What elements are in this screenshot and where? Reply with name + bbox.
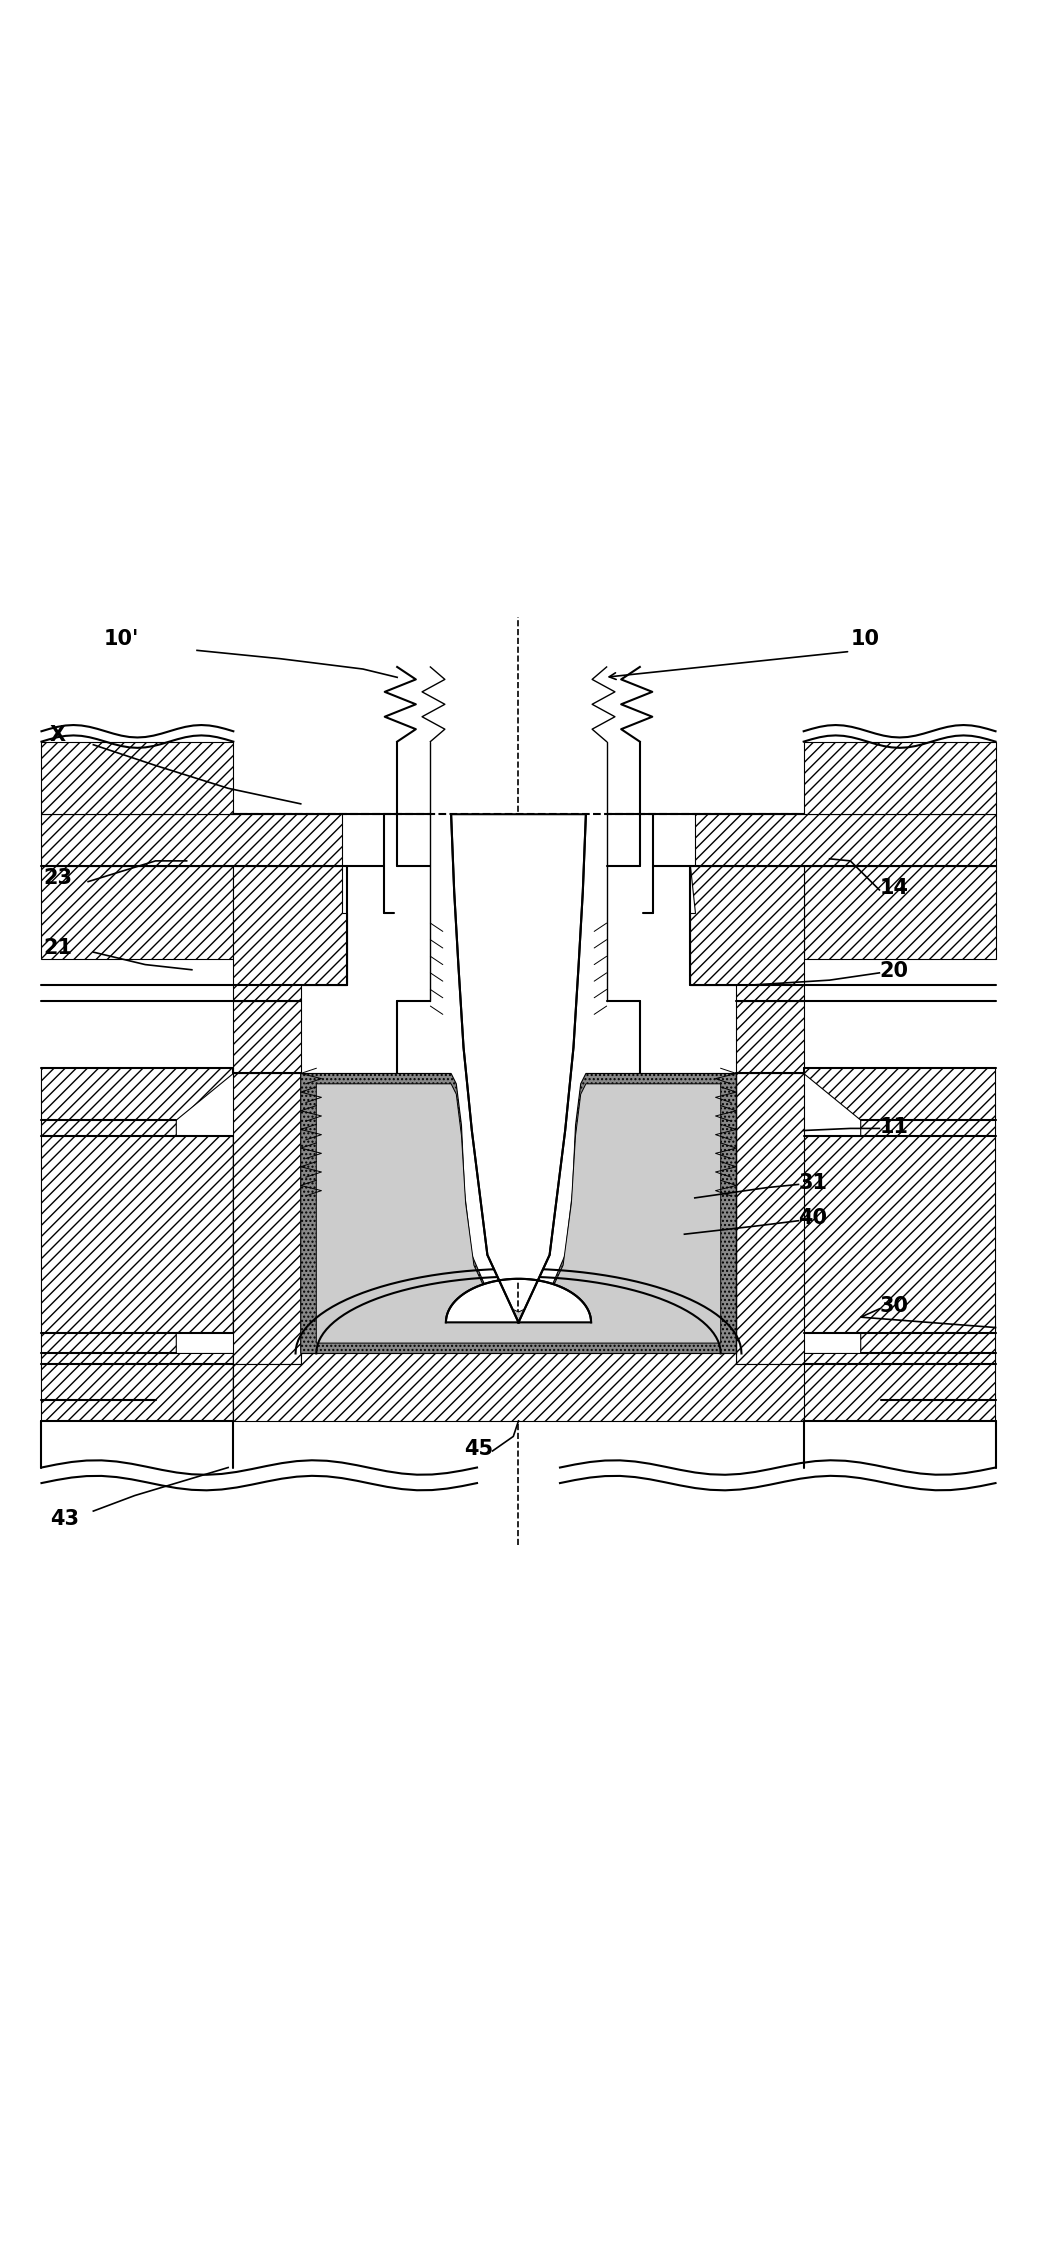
Polygon shape (736, 1002, 804, 1074)
Polygon shape (41, 742, 233, 814)
Polygon shape (301, 1074, 736, 1354)
Polygon shape (41, 866, 233, 959)
Polygon shape (316, 1083, 721, 1343)
Text: 30: 30 (879, 1296, 908, 1316)
Polygon shape (804, 1067, 996, 1420)
Text: 10': 10' (104, 629, 139, 649)
Polygon shape (41, 814, 342, 866)
Text: 43: 43 (50, 1508, 79, 1528)
Text: X: X (50, 724, 66, 744)
Polygon shape (233, 1074, 301, 1363)
Text: 11: 11 (879, 1117, 908, 1137)
Polygon shape (690, 866, 804, 1002)
Text: 31: 31 (798, 1173, 828, 1192)
Polygon shape (804, 866, 996, 959)
Text: 21: 21 (44, 938, 73, 959)
Polygon shape (736, 1074, 804, 1363)
Polygon shape (233, 1002, 301, 1074)
Text: 20: 20 (879, 961, 908, 981)
Polygon shape (804, 742, 996, 814)
Text: 10: 10 (850, 629, 879, 649)
Polygon shape (446, 814, 591, 1323)
Polygon shape (695, 814, 996, 866)
Text: 14: 14 (879, 877, 908, 898)
Text: 40: 40 (798, 1207, 828, 1228)
Polygon shape (233, 1354, 804, 1420)
Text: 23: 23 (44, 868, 73, 889)
Polygon shape (41, 1067, 233, 1420)
Text: 45: 45 (465, 1438, 494, 1458)
Polygon shape (233, 866, 347, 1002)
